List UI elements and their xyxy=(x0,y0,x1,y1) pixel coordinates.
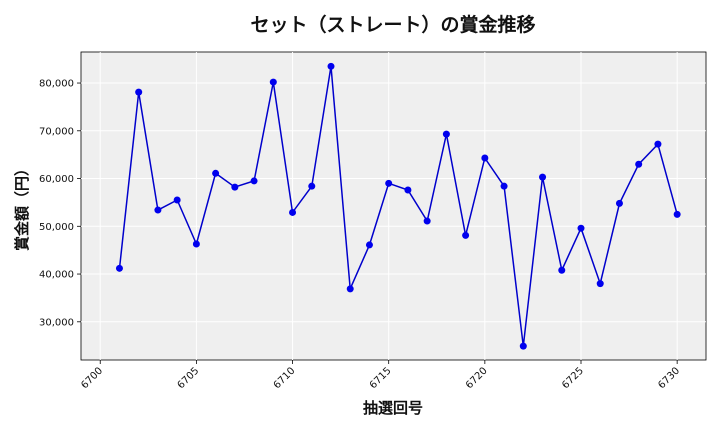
data-point xyxy=(500,182,508,190)
data-point xyxy=(577,224,585,232)
data-point xyxy=(519,342,527,350)
data-point xyxy=(250,177,258,185)
plot-area xyxy=(80,51,707,361)
data-point xyxy=(115,264,123,272)
data-point xyxy=(231,183,239,191)
grid-lines xyxy=(81,52,706,360)
data-point xyxy=(462,231,470,239)
data-point xyxy=(423,217,431,225)
x-tick-label: 6725 xyxy=(560,366,586,392)
data-point xyxy=(212,169,220,177)
data-point xyxy=(308,182,316,190)
x-tick-label: 6715 xyxy=(368,366,394,392)
data-point xyxy=(615,199,623,207)
data-point xyxy=(442,130,450,138)
x-axis-label: 抽選回号 xyxy=(363,399,423,417)
x-tick-label: 6705 xyxy=(176,366,202,392)
series-line xyxy=(118,66,678,347)
data-point xyxy=(365,241,373,249)
y-tick-label: 30,000 xyxy=(39,317,74,328)
data-point xyxy=(327,62,335,70)
y-tick-label: 50,000 xyxy=(39,222,74,233)
y-tick-label: 60,000 xyxy=(39,174,74,185)
data-point xyxy=(404,186,412,194)
x-tick-label: 6700 xyxy=(79,366,105,392)
chart-title: セット（ストレート）の賞金推移 xyxy=(250,13,535,36)
x-axis: 6700 6705 6710 6715 6720 6725 6730 xyxy=(79,360,682,391)
data-point xyxy=(673,210,681,218)
y-axis: 30,000 40,000 50,000 60,000 70,000 80,000 xyxy=(39,79,81,328)
x-tick-label: 6710 xyxy=(272,366,298,392)
data-point xyxy=(558,266,566,274)
data-point xyxy=(289,208,297,216)
y-tick-label: 80,000 xyxy=(39,79,74,90)
data-point xyxy=(385,179,393,187)
data-point xyxy=(635,160,643,168)
data-point xyxy=(135,88,143,96)
data-point xyxy=(481,154,489,162)
x-tick-label: 6730 xyxy=(656,366,682,392)
y-tick-label: 40,000 xyxy=(39,270,74,281)
y-axis-label: 賞金額（円） xyxy=(13,161,31,251)
data-point xyxy=(269,78,277,86)
data-point xyxy=(173,196,181,204)
x-tick-label: 6720 xyxy=(464,366,490,392)
y-tick-label: 70,000 xyxy=(39,126,74,137)
data-point xyxy=(192,240,200,248)
data-point xyxy=(596,280,604,288)
data-point xyxy=(539,173,547,181)
data-point xyxy=(346,285,354,293)
data-point xyxy=(154,206,162,214)
data-point xyxy=(654,140,662,148)
data-points xyxy=(115,62,681,350)
